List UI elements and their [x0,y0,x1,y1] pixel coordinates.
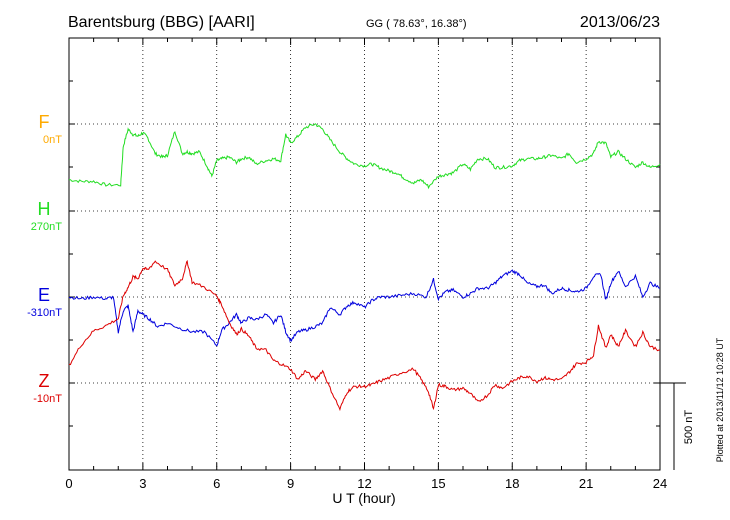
channel-letter-h: H [38,199,51,219]
grid [69,38,660,470]
date-label: 2013/06/23 [580,14,660,31]
x-tick-label: 18 [505,476,519,491]
baseline-label-f: 0nT [43,134,62,146]
x-tick-label: 24 [653,476,667,491]
x-tick-label: 12 [357,476,371,491]
x-axis-label: U T (hour) [332,490,395,506]
channel-letter-e: E [38,285,50,305]
station-title: Barentsburg (BBG) [AARI] [68,14,255,31]
coordinates-label: GG ( 78.63°, 16.38°) [366,18,467,30]
baseline-label-e: -310nT [27,307,62,319]
x-tick-label: 21 [579,476,593,491]
x-tick-label: 9 [287,476,294,491]
channel-letter-z: Z [39,371,50,391]
scale-bar-label: 500 nT [683,410,695,445]
x-tick-label: 6 [213,476,220,491]
x-tick-label: 15 [431,476,445,491]
channel-labels: F 0nT H 270nT E -310nT Z -10nT [27,112,62,405]
baseline-label-h: 270nT [31,221,62,233]
x-axis-ticks: 0 3 6 9 12 15 18 21 24 [65,38,667,491]
series-line-e [68,269,661,347]
scale-bar: 500 nT [660,382,695,470]
baseline-label-z: -10nT [33,393,62,405]
series-line-z [68,259,661,412]
series-lines [68,123,661,412]
x-tick-label: 3 [139,476,146,491]
x-tick-label: 0 [65,476,72,491]
channel-letter-f: F [39,112,50,132]
series-line-h [69,123,661,190]
plotted-at-label: Plotted at 2013/11/12 10:28 UT [715,337,725,462]
